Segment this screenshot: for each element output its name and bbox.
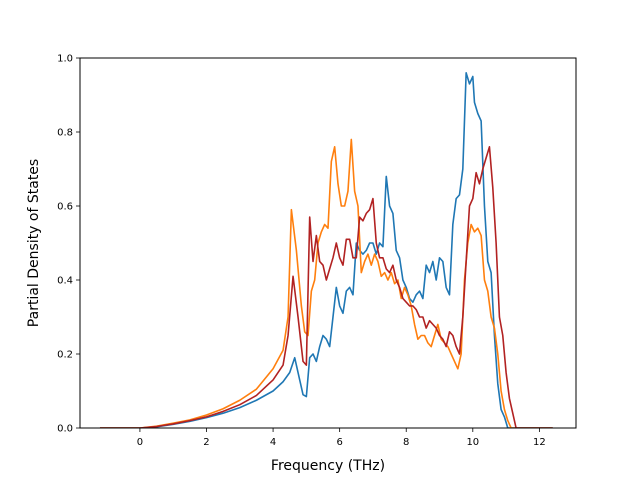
x-axis-ticks: 0 2 4 6 8 10 12 (137, 428, 546, 448)
y-tick-label: 0.4 (57, 276, 73, 287)
y-tick-label: 0.6 (57, 202, 73, 213)
x-tick-label: 8 (403, 437, 409, 448)
x-tick-label: 0 (137, 437, 143, 448)
y-axis-ticks: 0.0 0.2 0.4 0.6 0.8 1.0 (57, 54, 80, 435)
series-line-1 (99, 72, 553, 428)
y-tick-label: 0.8 (57, 128, 73, 139)
y-axis-label: Partial Density of States (26, 159, 42, 327)
series-layer (99, 72, 553, 428)
x-tick-label: 12 (533, 437, 546, 448)
y-tick-label: 1.0 (57, 54, 73, 65)
x-tick-label: 10 (466, 437, 479, 448)
series-line-3 (99, 146, 553, 428)
y-tick-label: 0.2 (57, 350, 73, 361)
series-line-2 (99, 138, 553, 428)
x-tick-label: 4 (270, 437, 276, 448)
x-tick-label: 2 (203, 437, 209, 448)
x-tick-label: 6 (336, 437, 342, 448)
y-tick-label: 0.0 (57, 424, 73, 435)
plot-frame (79, 57, 577, 429)
x-axis-label: Frequency (THz) (271, 458, 385, 474)
